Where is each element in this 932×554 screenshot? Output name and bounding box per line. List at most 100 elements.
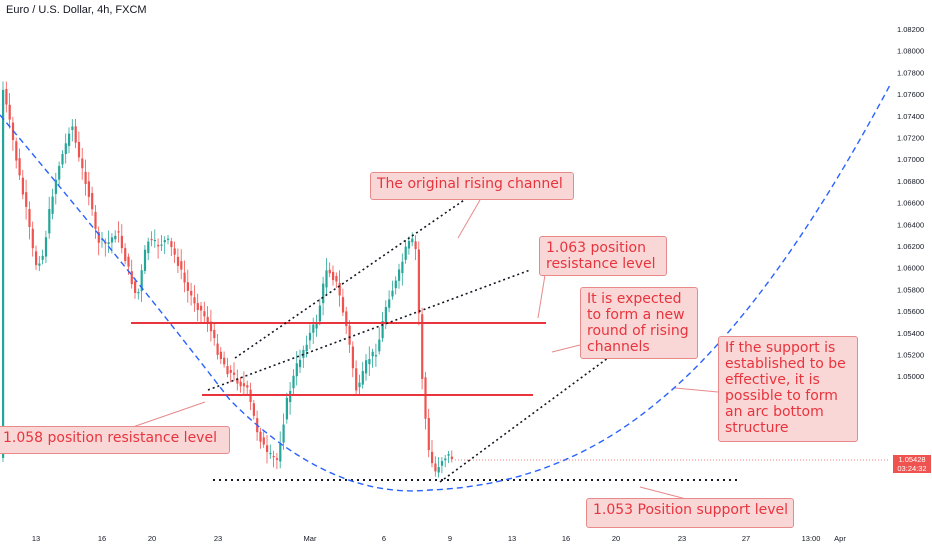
candle-body xyxy=(242,383,246,387)
candle-body xyxy=(394,280,397,289)
candle-body xyxy=(160,244,163,246)
candle-body xyxy=(213,329,216,339)
candle-body xyxy=(173,248,176,255)
candle-body xyxy=(312,324,315,333)
candle-body xyxy=(325,270,328,288)
candle-body xyxy=(414,241,417,249)
note-original-channel[interactable]: The original rising channel xyxy=(370,172,574,200)
candle-body xyxy=(427,418,430,451)
candle-body xyxy=(431,451,434,464)
candle-body xyxy=(5,88,8,105)
candle-body xyxy=(48,209,51,234)
candle-body xyxy=(434,463,437,472)
candle-body xyxy=(308,332,312,341)
time-tick-label: Mar xyxy=(304,534,317,543)
candle-body xyxy=(91,192,94,210)
candle-body xyxy=(226,366,229,375)
candle-body xyxy=(236,378,239,384)
pointer-new-channels xyxy=(551,344,581,353)
price-tick-label: 1.06400 xyxy=(897,220,924,229)
candle-body xyxy=(233,372,236,375)
price-tick-label: 1.05800 xyxy=(897,285,924,294)
candle-body xyxy=(407,240,411,249)
candle-body xyxy=(355,368,358,391)
channel-lower-line[interactable] xyxy=(207,269,531,391)
candle-body xyxy=(269,452,272,455)
candle-body xyxy=(378,339,381,352)
candle-body xyxy=(371,351,374,357)
candle-body xyxy=(35,251,38,266)
time-tick-label: 6 xyxy=(382,534,386,543)
candle-body xyxy=(193,297,196,304)
candle-body xyxy=(68,133,71,146)
candle-body xyxy=(262,437,265,445)
candle-body xyxy=(219,351,222,360)
note-resistance-1058[interactable]: 1.058 position resistance level xyxy=(0,426,230,454)
time-tick-label: 20 xyxy=(612,534,620,543)
candle-body xyxy=(374,355,378,357)
price-tick-label: 1.05400 xyxy=(897,329,924,338)
price-axis[interactable]: 1.08200 1.08000 1.07800 1.07600 1.07400 1.072… xyxy=(897,25,924,381)
candle-body xyxy=(18,158,21,176)
candle-body xyxy=(94,211,97,229)
channel-upper-line[interactable] xyxy=(234,195,471,359)
price-tick-label: 1.07400 xyxy=(897,112,924,121)
price-tick-label: 1.05600 xyxy=(897,307,924,316)
current-price-tag: 1.05428 03:24:32 xyxy=(893,455,931,473)
time-tick-label: 16 xyxy=(98,534,106,543)
candle-body xyxy=(289,390,292,403)
candle-body xyxy=(252,403,255,416)
candle-body xyxy=(437,467,440,473)
new-channel-line[interactable] xyxy=(439,354,613,483)
symbol-title: Euro / U.S. Dollar, 4h, FXCM xyxy=(6,4,147,16)
candle-body xyxy=(368,359,371,365)
candle-body xyxy=(196,303,199,310)
candle-body xyxy=(358,382,361,388)
candle-body xyxy=(398,269,401,281)
candle-body xyxy=(272,456,275,458)
candle-body xyxy=(282,424,285,443)
candle-body xyxy=(266,445,269,453)
time-tick-label: 13 xyxy=(508,534,516,543)
arc-bottom-curve[interactable] xyxy=(0,84,891,492)
candle-body xyxy=(444,458,447,461)
candle-body xyxy=(315,322,318,329)
candle-body xyxy=(322,283,325,304)
candle-body xyxy=(114,235,117,240)
price-tick-label: 1.06800 xyxy=(897,177,924,186)
candle-body xyxy=(8,104,11,120)
current-price-countdown: 03:24:32 xyxy=(897,464,927,473)
candle-body xyxy=(328,269,331,274)
candle-body xyxy=(153,239,156,242)
candle-body xyxy=(28,208,31,227)
candle-body xyxy=(384,307,387,324)
candle-body xyxy=(176,256,180,266)
candle-body xyxy=(391,290,394,297)
time-axis[interactable]: 13 16 20 23 Mar 6 9 13 16 20 23 27 13:00 Apr xyxy=(32,534,847,543)
time-tick-label: 13:00 xyxy=(802,534,821,543)
candle-body xyxy=(299,359,302,368)
candle-body xyxy=(335,275,338,282)
candle-body xyxy=(84,171,87,185)
note-resistance-1063[interactable]: 1.063 position resistance level xyxy=(539,236,667,276)
candle-body xyxy=(51,196,54,214)
price-tick-label: 1.06000 xyxy=(897,264,924,273)
candle-body xyxy=(345,311,348,327)
pointer-resistance-1063 xyxy=(537,274,546,319)
price-tick-label: 1.08200 xyxy=(897,25,924,34)
candle-body xyxy=(381,320,384,339)
price-tick-label: 1.06600 xyxy=(897,199,924,208)
candle-body xyxy=(229,369,232,373)
candle-body xyxy=(41,255,44,260)
candle-body xyxy=(186,282,189,291)
note-arc-bottom[interactable]: If the support is established to be effe… xyxy=(718,336,858,442)
candle-body xyxy=(338,282,341,296)
note-new-channels[interactable]: It is expected to form a new round of ri… xyxy=(580,287,698,359)
candle-body xyxy=(341,297,345,313)
candle-body xyxy=(2,89,5,458)
time-tick-label: 9 xyxy=(448,534,452,543)
candle-body xyxy=(21,177,24,195)
candle-body xyxy=(206,316,209,324)
note-support-1053[interactable]: 1.053 Position support level xyxy=(586,498,794,528)
